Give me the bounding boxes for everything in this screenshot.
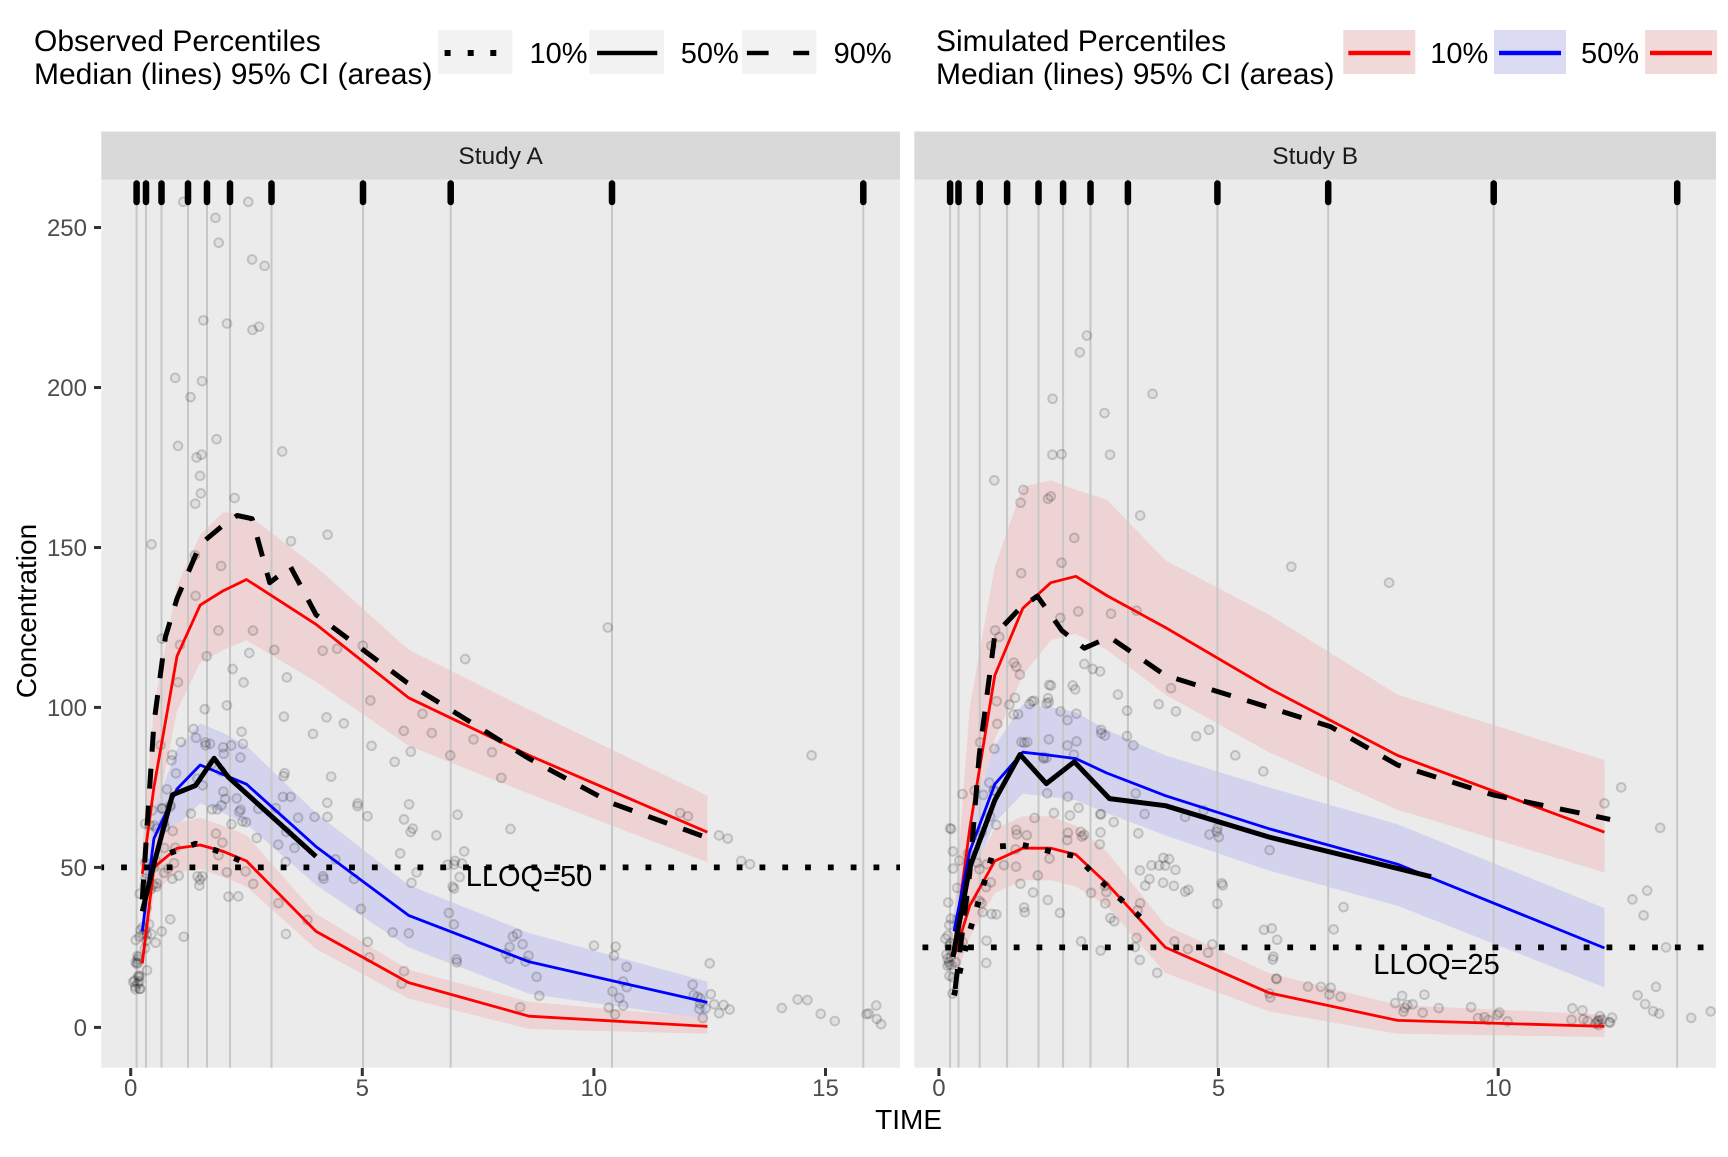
svg-text:5: 5 <box>356 1075 369 1102</box>
svg-text:TIME: TIME <box>875 1104 942 1135</box>
svg-text:LLOQ=25: LLOQ=25 <box>1373 949 1500 981</box>
svg-text:Concentration: Concentration <box>11 524 42 698</box>
svg-text:90%: 90% <box>834 38 892 70</box>
svg-text:50%: 50% <box>681 38 739 70</box>
svg-text:Observed Percentiles: Observed Percentiles <box>34 25 321 58</box>
svg-text:150: 150 <box>47 535 87 562</box>
svg-text:0: 0 <box>932 1075 945 1102</box>
svg-text:Study A: Study A <box>458 143 543 170</box>
svg-text:50%: 50% <box>1581 38 1639 70</box>
svg-text:250: 250 <box>47 215 87 242</box>
svg-text:0: 0 <box>124 1075 137 1102</box>
svg-text:Simulated Percentiles: Simulated Percentiles <box>936 25 1226 58</box>
svg-text:Median (lines) 95% CI (areas): Median (lines) 95% CI (areas) <box>936 58 1334 91</box>
svg-text:50: 50 <box>60 855 87 882</box>
svg-text:10: 10 <box>1485 1075 1512 1102</box>
svg-text:15: 15 <box>812 1075 839 1102</box>
svg-text:10%: 10% <box>530 38 588 70</box>
svg-text:LLOQ=50: LLOQ=50 <box>466 861 593 893</box>
svg-text:Study B: Study B <box>1272 143 1358 170</box>
svg-text:10%: 10% <box>1430 38 1488 70</box>
svg-text:100: 100 <box>47 695 87 722</box>
svg-text:5: 5 <box>1212 1075 1225 1102</box>
svg-text:200: 200 <box>47 375 87 402</box>
svg-text:Median (lines) 95% CI (areas): Median (lines) 95% CI (areas) <box>34 58 432 91</box>
svg-text:0: 0 <box>74 1015 87 1042</box>
svg-text:10: 10 <box>581 1075 608 1102</box>
